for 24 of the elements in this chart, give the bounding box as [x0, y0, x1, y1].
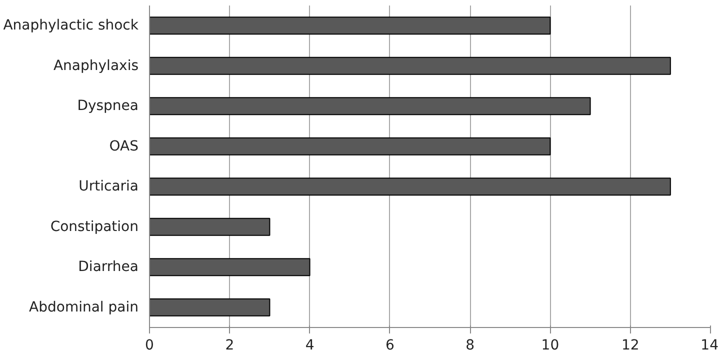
x-tick-label: 8 — [466, 338, 475, 354]
x-tick-label: 2 — [225, 338, 234, 354]
bar — [150, 56, 671, 75]
bar — [150, 298, 270, 316]
y-tick-label: Abdominal pain — [29, 299, 139, 316]
x-tick-label: 12 — [621, 338, 640, 354]
x-tick-label: 10 — [541, 338, 560, 354]
y-tick-label: Urticaria — [78, 178, 139, 195]
y-tick-label: OAS — [109, 138, 139, 154]
y-tick-label: Constipation — [50, 218, 138, 235]
y-tick-label: Diarrhea — [78, 259, 139, 276]
bar — [150, 218, 270, 236]
x-tick-label: 0 — [145, 338, 154, 354]
x-tick-label: 6 — [385, 338, 394, 354]
bar — [150, 137, 551, 156]
bar — [150, 258, 310, 276]
y-tick-label: Anaphylaxis — [53, 58, 139, 74]
x-tick-label: 4 — [305, 338, 314, 354]
bar — [150, 16, 551, 35]
y-tick-label: Dyspnea — [77, 98, 138, 114]
x-tick-label: 14 — [700, 338, 719, 354]
bar — [150, 178, 671, 196]
bar — [150, 97, 591, 116]
y-tick-label: Anaphylactic shock — [3, 18, 140, 34]
